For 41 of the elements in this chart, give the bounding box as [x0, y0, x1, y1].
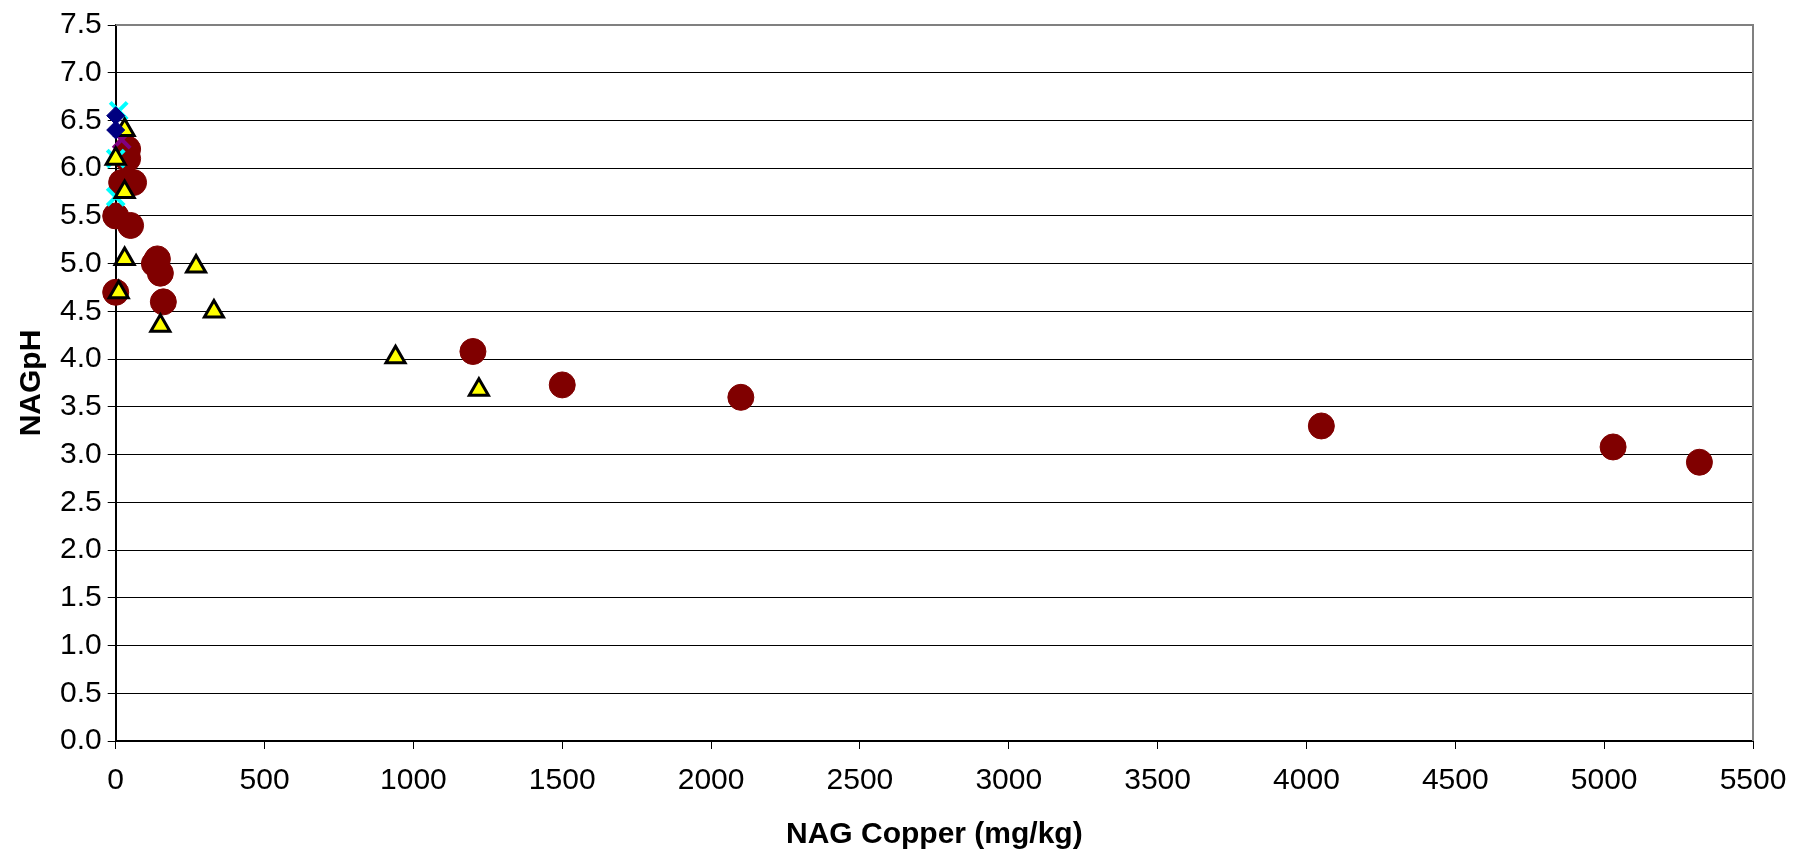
y-tick-label: 0.0 — [59, 722, 102, 756]
y-tick-label: 2.0 — [59, 531, 102, 565]
y-tick-label: 3.5 — [59, 388, 102, 422]
x-tick-label: 3000 — [975, 762, 1043, 796]
x-tick-label: 5000 — [1570, 762, 1638, 796]
point — [1307, 412, 1335, 440]
y-tick-label: 1.0 — [59, 626, 102, 660]
point — [459, 338, 487, 365]
y-tick-label: 1.5 — [59, 579, 102, 613]
x-tick-label: 2000 — [677, 762, 745, 796]
y-tick-label: 5.0 — [59, 244, 102, 278]
y-axis-title: NAGpH — [13, 329, 47, 437]
x-tick-label: 1000 — [380, 762, 447, 796]
point — [106, 106, 126, 126]
point — [1685, 448, 1713, 476]
point — [108, 100, 130, 122]
y-tick-label: 4.5 — [59, 292, 102, 326]
y-tick-label: 6.5 — [59, 101, 102, 135]
y-tick-label: 0.5 — [59, 674, 102, 708]
point — [117, 211, 145, 239]
x-tick-label: 0 — [107, 762, 125, 796]
y-tick-label: 7.0 — [59, 54, 102, 87]
x-tick-label: 5500 — [1719, 762, 1787, 796]
x-tick-label: 3500 — [1124, 762, 1191, 796]
x-tick-label: 1500 — [528, 762, 596, 796]
point — [149, 288, 177, 316]
point — [105, 186, 127, 208]
x-tick-label: 4000 — [1273, 762, 1340, 796]
y-tick-label: 3.0 — [59, 435, 102, 469]
y-tick-label: 4.0 — [59, 340, 102, 374]
x-tick-label: 2500 — [826, 762, 894, 796]
y-tick-label: 2.5 — [59, 483, 102, 517]
point — [548, 371, 576, 399]
x-axis-title: NAG Copper (mg/kg) — [786, 816, 1083, 850]
point — [1599, 433, 1627, 461]
y-tick-label: 6.0 — [59, 149, 102, 183]
x-tick-label: 500 — [239, 762, 290, 796]
y-tick-label: 5.5 — [59, 197, 102, 231]
point — [727, 383, 755, 411]
x-tick-label: 4500 — [1421, 762, 1489, 796]
y-tick-label: 7.5 — [59, 6, 102, 40]
